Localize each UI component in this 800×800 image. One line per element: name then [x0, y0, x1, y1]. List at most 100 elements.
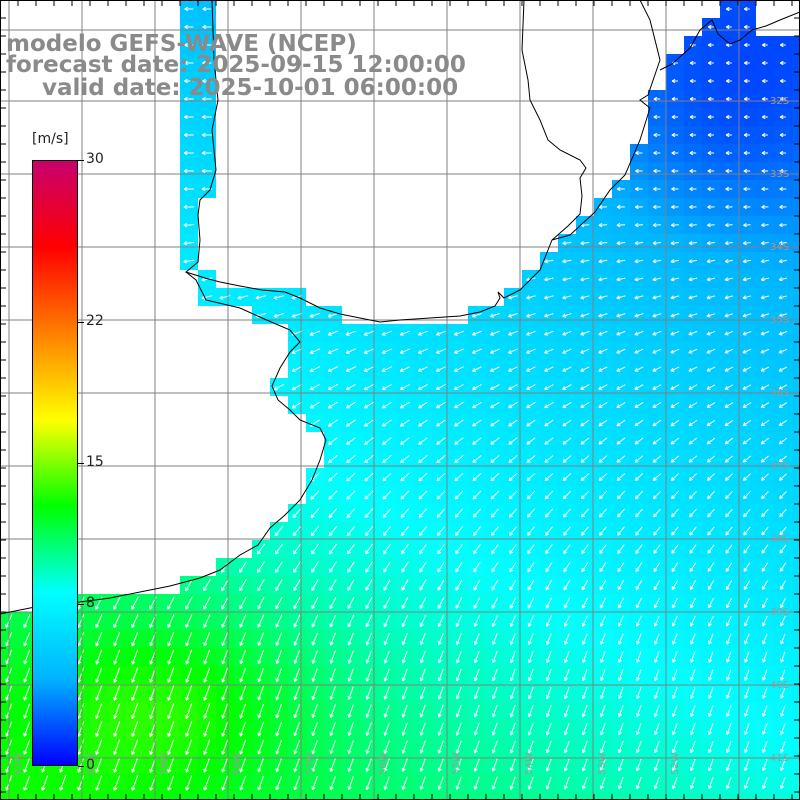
wind-arrow — [275, 721, 283, 737]
wind-cell — [792, 720, 800, 738]
wind-arrow — [760, 331, 770, 336]
wind-arrow — [131, 667, 139, 683]
wind-arrow — [328, 508, 338, 518]
wind-arrow — [562, 330, 572, 336]
wind-arrow — [742, 313, 752, 318]
wind-arrow — [400, 472, 410, 482]
wind-arrow — [311, 686, 318, 701]
longitude-label: 61W — [13, 752, 24, 775]
colorbar — [32, 160, 78, 766]
wind-cell — [162, 792, 180, 800]
wind-arrow — [688, 473, 698, 481]
wind-arrow — [724, 366, 734, 372]
wind-arrow — [184, 6, 194, 12]
wind-arrow — [329, 632, 336, 646]
wind-arrow — [203, 614, 211, 628]
wind-arrow — [437, 740, 444, 754]
wind-arrow — [616, 186, 625, 192]
wind-arrow — [599, 776, 606, 790]
wind-arrow — [418, 526, 428, 537]
wind-arrow — [436, 419, 446, 427]
wind-arrow — [526, 455, 536, 463]
wind-arrow — [689, 562, 697, 572]
wind-arrow — [671, 114, 679, 120]
wind-arrow — [291, 383, 303, 391]
wind-arrow — [761, 222, 769, 228]
wind-arrow — [401, 758, 408, 772]
wind-arrow — [707, 526, 715, 536]
wind-arrow — [780, 633, 786, 645]
wind-arrow — [491, 561, 499, 573]
wind-arrow — [653, 579, 661, 591]
wind-arrow — [598, 241, 608, 246]
colorbar-tick-label: 0 — [86, 757, 95, 773]
wind-arrow — [563, 758, 570, 772]
wind-arrow — [401, 561, 409, 573]
wind-arrow — [509, 544, 517, 555]
wind-arrow — [455, 597, 463, 609]
wind-arrow — [634, 222, 643, 228]
wind-cell — [792, 198, 800, 216]
wind-arrow — [762, 651, 768, 663]
wind-arrow — [707, 705, 714, 717]
wind-arrow — [291, 312, 303, 318]
wind-arrow — [526, 490, 536, 500]
wind-arrow — [779, 777, 786, 790]
wind-arrow — [526, 384, 536, 390]
wind-arrow — [275, 596, 283, 610]
wind-arrow — [635, 544, 643, 554]
wind-arrow — [291, 348, 303, 354]
wind-arrow — [400, 490, 410, 500]
wind-arrow — [399, 348, 410, 354]
wind-arrow — [635, 186, 643, 192]
wind-arrow — [203, 578, 211, 592]
wind-arrow — [778, 437, 788, 445]
wind-arrow — [580, 259, 590, 264]
wind-arrow — [617, 758, 624, 772]
wind-arrow — [563, 704, 570, 718]
wind-arrow — [708, 651, 714, 663]
wind-arrow — [365, 597, 373, 609]
wind-arrow — [365, 740, 372, 754]
wind-arrow — [670, 384, 680, 390]
wind-arrow — [347, 632, 354, 646]
wind-arrow — [616, 259, 626, 264]
wind-arrow — [311, 597, 319, 610]
wind-arrow — [778, 331, 788, 336]
longitude-label: 55W — [451, 752, 462, 775]
wind-arrow — [653, 705, 660, 718]
latitude-label: 32S — [770, 96, 789, 107]
wind-arrow — [688, 437, 698, 445]
wind-arrow — [743, 114, 750, 120]
wind-arrow — [203, 667, 211, 683]
wind-arrow — [599, 740, 606, 754]
wind-arrow — [725, 597, 732, 609]
wind-arrow — [293, 668, 300, 683]
wind-arrow — [365, 561, 373, 573]
longitude-label: 59W — [159, 752, 170, 775]
wind-arrow — [707, 687, 714, 699]
wind-arrow — [185, 685, 193, 701]
wind-arrow — [184, 60, 194, 66]
wind-arrow — [707, 562, 715, 572]
wind-arrow — [346, 454, 356, 464]
wind-arrow — [527, 758, 534, 772]
wind-arrow — [508, 490, 518, 500]
latitude-label: 36S — [770, 388, 789, 399]
wind-arrow — [364, 526, 374, 537]
wind-arrow — [419, 722, 426, 736]
wind-arrow — [527, 579, 535, 591]
wind-arrow — [671, 204, 679, 210]
wind-arrow — [780, 669, 786, 681]
wind-arrow — [744, 633, 750, 645]
wind-arrow — [581, 633, 588, 645]
wind-arrow — [526, 366, 536, 372]
wind-arrow — [706, 402, 716, 408]
wind-arrow — [761, 168, 769, 174]
wind-arrow — [778, 402, 788, 408]
wind-arrow — [743, 204, 751, 210]
wind-arrow — [581, 544, 589, 554]
wind-arrow — [616, 222, 626, 228]
wind-arrow — [257, 596, 265, 610]
wind-arrow — [365, 776, 372, 790]
